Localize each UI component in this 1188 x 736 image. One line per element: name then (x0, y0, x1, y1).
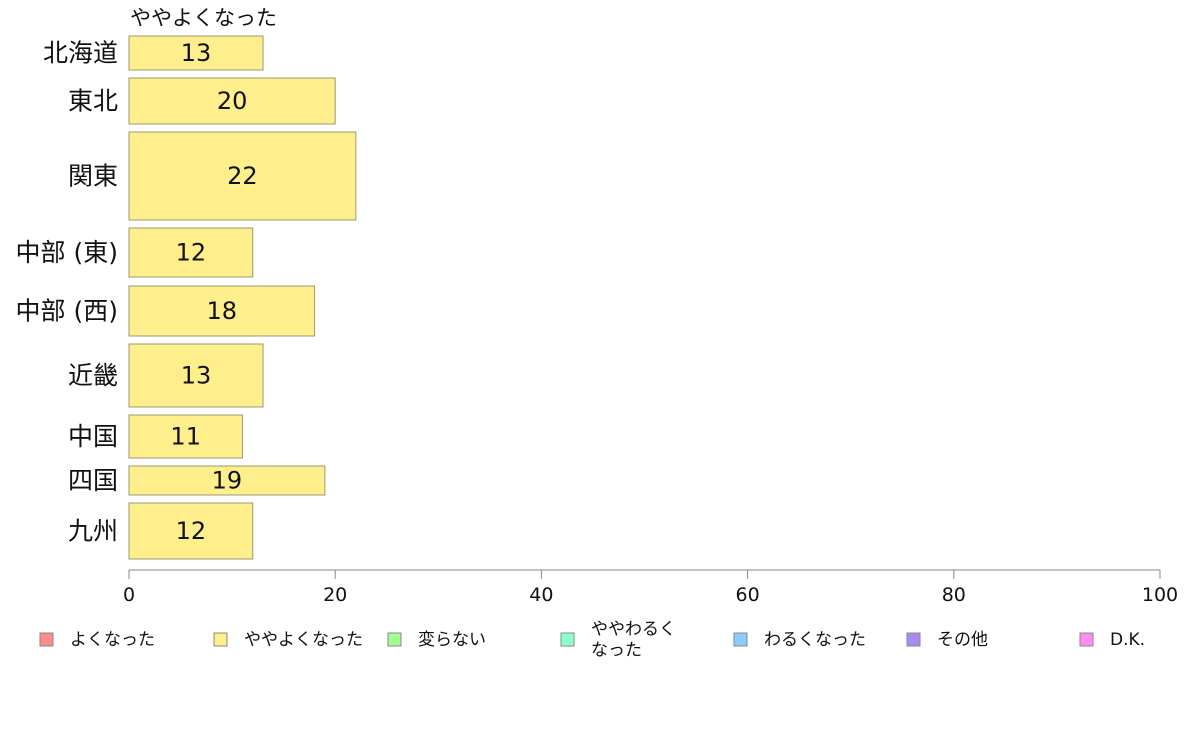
bar-value-label: 19 (212, 467, 243, 495)
x-tick-label: 80 (942, 584, 966, 606)
bars: 13 北海道 20 東北 22 関東 12 中部 (東) 18 中部 (西) 13 近畿 11 中国 19 四… (16, 35, 357, 560)
series-title: ややよくなった (130, 6, 277, 30)
bar-value-label: 13 (181, 39, 212, 67)
category-label: 九州 (68, 517, 118, 546)
legend: よくなった ややよくなった 変らない ややわるくなった わるくなった その他 D.K. (39, 620, 1145, 661)
category-label: 関東 (68, 162, 118, 191)
bar (128, 502, 254, 560)
legend-label: よくなった (70, 630, 155, 650)
bar-value-label: 12 (176, 239, 207, 267)
category-label: 中部 (西) (16, 297, 118, 326)
bar-value-label: 11 (170, 423, 201, 451)
category-label: 近畿 (68, 361, 118, 390)
category-label: 中部 (東) (16, 238, 118, 267)
bar-value-label: 13 (181, 362, 212, 390)
bar (128, 465, 326, 496)
x-tick-label: 40 (529, 584, 553, 606)
category-label: 北海道 (43, 39, 118, 68)
bar (128, 285, 316, 337)
bar (128, 131, 357, 221)
category-label: 中国 (68, 422, 118, 451)
x-tick-label: 100 (1142, 584, 1178, 606)
x-tick-label: 20 (323, 584, 347, 606)
x-tick-label: 0 (123, 584, 135, 606)
legend-swatch (733, 632, 748, 647)
category-label: 四国 (68, 466, 118, 495)
legend-swatch (39, 632, 54, 647)
category-label: 東北 (68, 87, 118, 116)
bar (128, 227, 254, 278)
legend-swatch (213, 632, 228, 647)
x-axis: 0 20 40 60 80 100 (123, 569, 1178, 606)
bar (128, 35, 264, 71)
legend-swatch (560, 632, 575, 647)
legend-label: わるくなった (764, 630, 866, 650)
legend-label: ややわるくなった (591, 620, 676, 661)
bar-value-label: 18 (207, 297, 238, 325)
bar-value-label: 20 (217, 87, 248, 115)
x-tick-label: 60 (736, 584, 760, 606)
legend-label: ややよくなった (244, 630, 363, 650)
legend-label: D.K. (1110, 630, 1145, 650)
legend-swatch (387, 632, 402, 647)
legend-swatch (906, 632, 921, 647)
legend-swatch (1079, 632, 1094, 647)
bar-value-label: 12 (176, 517, 207, 545)
bar (128, 77, 336, 125)
bar (128, 414, 243, 459)
legend-label: 変らない (418, 630, 486, 650)
bar (128, 343, 264, 408)
bar-value-label: 22 (227, 162, 258, 190)
legend-label: その他 (937, 630, 988, 650)
